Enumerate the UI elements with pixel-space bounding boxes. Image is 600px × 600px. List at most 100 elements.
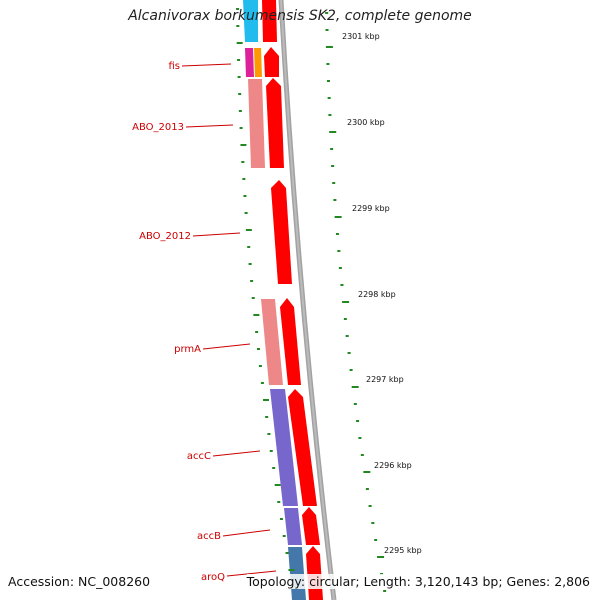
tick-mark	[244, 212, 248, 214]
tick-mark	[250, 280, 254, 282]
tick-mark	[267, 433, 271, 435]
tick-mark	[238, 93, 242, 95]
tick-mark	[255, 331, 259, 333]
tick-mark	[247, 246, 251, 248]
gene-label-fis[interactable]: fis	[168, 61, 180, 72]
tick-mark	[328, 114, 332, 116]
tick-mark	[243, 195, 247, 197]
tick-marks	[236, 8, 387, 592]
gene-block-accB	[284, 508, 302, 545]
gene-block-prmA	[261, 299, 283, 385]
tick-mark	[363, 471, 371, 473]
gene-block-ABO_2013	[248, 79, 265, 168]
tick-mark	[358, 437, 362, 439]
cds-arrow-prmA	[280, 298, 301, 385]
tick-mark	[240, 144, 247, 146]
gene-block-accC	[270, 389, 298, 506]
tick-mark	[343, 318, 347, 320]
tick-mark	[245, 229, 252, 231]
label-leader-line	[202, 343, 251, 350]
tick-mark	[288, 569, 295, 571]
gene-label-accB[interactable]: accB	[197, 531, 221, 542]
tick-mark	[279, 518, 283, 520]
ruler-label: 2300 kbp	[347, 118, 385, 127]
tick-mark	[269, 450, 273, 452]
genome-backbone-highlight	[280, 0, 335, 600]
tick-mark	[251, 297, 255, 299]
tick-mark	[334, 216, 342, 218]
tick-mark	[333, 199, 337, 201]
tick-mark	[237, 76, 241, 78]
tick-mark	[236, 8, 240, 10]
tick-mark	[338, 267, 342, 269]
ruler-label: 2297 kbp	[366, 375, 404, 384]
tick-mark	[265, 416, 269, 418]
label-leader-line	[222, 529, 271, 537]
gene-label-aroQ[interactable]: aroQ	[201, 572, 225, 583]
tick-mark	[238, 110, 242, 112]
tick-mark	[330, 148, 334, 150]
label-leader-line	[192, 232, 241, 237]
tick-mark	[327, 97, 331, 99]
ruler-label: 2301 kbp	[342, 32, 380, 41]
cds-arrow-aroQ	[306, 546, 323, 600]
gene-label-ABO_2013[interactable]: ABO_2013	[132, 122, 184, 133]
tick-mark	[332, 182, 336, 184]
cds-arrow-accB	[302, 507, 320, 545]
tick-mark	[253, 314, 260, 316]
gene-label-accC[interactable]: accC	[187, 451, 211, 462]
gene-block-fis	[245, 48, 254, 77]
tick-mark	[236, 42, 243, 44]
tick-mark	[325, 29, 329, 31]
tick-mark	[365, 488, 369, 490]
tick-mark	[371, 522, 375, 524]
tick-mark	[329, 131, 337, 133]
tick-mark	[331, 165, 335, 167]
tick-mark	[260, 382, 264, 384]
cds-arrow-ABO_2012	[271, 180, 292, 284]
accession-text: Accession: NC_008260	[8, 574, 151, 589]
tick-mark	[277, 501, 281, 503]
tick-mark	[237, 59, 241, 61]
tick-mark	[349, 369, 353, 371]
gene-block-fis-orange	[254, 48, 262, 77]
label-leader-line	[226, 570, 277, 577]
gene-block-cyan	[243, 0, 258, 42]
cds-arrow-1	[262, 0, 277, 42]
label-leader-line	[212, 450, 261, 457]
ruler-label: 2295 kbp	[384, 546, 422, 555]
tick-mark	[356, 420, 360, 422]
gene-label-prmA[interactable]: prmA	[174, 344, 201, 355]
tick-mark	[342, 301, 350, 303]
tick-mark	[377, 556, 385, 558]
tick-mark	[248, 263, 252, 265]
tick-mark	[262, 399, 269, 401]
tick-mark	[241, 161, 245, 163]
map-title: Alcanivorax borkumensis SK2, complete ge…	[128, 8, 472, 24]
tick-mark	[325, 12, 329, 14]
tick-mark	[340, 284, 344, 286]
tick-mark	[274, 484, 281, 486]
cds-arrow-accC	[288, 389, 317, 506]
label-leader-line	[185, 124, 234, 128]
ruler-label: 2296 kbp	[374, 461, 412, 470]
label-leader-line	[181, 63, 232, 67]
cds-arrow-fis	[264, 47, 279, 77]
tick-mark	[347, 352, 351, 354]
topology-text: Topology: circular; Length: 3,120,143 bp…	[246, 574, 590, 589]
tick-mark	[258, 365, 262, 367]
tick-mark	[326, 63, 330, 65]
tick-mark	[337, 250, 341, 252]
tick-mark	[325, 46, 333, 48]
tick-mark	[242, 178, 246, 180]
tick-mark	[239, 127, 243, 129]
tick-mark	[335, 233, 339, 235]
tick-mark	[383, 590, 387, 592]
tick-mark	[368, 505, 372, 507]
tick-mark	[351, 386, 359, 388]
gene-label-ABO_2012[interactable]: ABO_2012	[139, 231, 191, 242]
tick-mark	[326, 80, 330, 82]
tick-mark	[285, 552, 289, 554]
